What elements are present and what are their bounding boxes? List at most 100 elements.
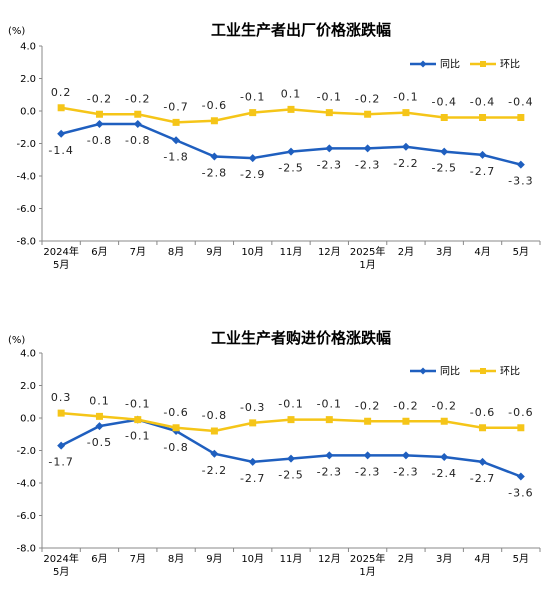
x-tick-label: 7月 [130,553,146,565]
data-label: -0.2 [393,399,418,412]
data-label: 0.1 [281,87,302,100]
data-point [57,104,65,112]
x-tick-label: 1月 [359,259,375,271]
data-label: -0.4 [431,96,456,109]
x-tick-label: 10月 [241,246,264,258]
data-label: -0.2 [125,92,150,105]
x-tick-label: 1月 [359,566,375,578]
data-label: 0.2 [51,86,72,99]
data-label: -0.3 [240,401,265,414]
y-axis-unit: (%) [8,335,25,346]
data-point [401,142,410,151]
x-tick-label: 2024年 [43,552,78,565]
data-label: -0.1 [317,398,342,411]
chart-title: 工业生产者出厂价格涨跌幅 [211,21,391,39]
y-tick-label: -8.0 [16,544,36,555]
data-label: -1.4 [48,144,73,157]
data-point [95,412,103,420]
x-tick-label: 2025年 [350,245,385,258]
data-label: -2.7 [470,472,495,485]
data-label: -0.4 [470,96,495,109]
data-point [479,424,487,432]
data-point [95,422,104,431]
data-label: -2.3 [317,465,342,478]
legend: 同比 环比 [410,366,520,378]
y-tick-label: -8.0 [16,237,36,248]
data-point [363,451,372,460]
data-point [402,109,410,117]
legend-marker [480,61,486,67]
y-axis-unit: (%) [8,26,25,37]
data-label: -0.6 [508,406,533,419]
y-tick-label: 2.0 [20,381,36,392]
data-point [287,416,295,424]
data-label: -0.8 [87,134,112,147]
x-tick-label: 10月 [241,553,264,565]
series-yoy: -1.7 -0.5 -0.1 -0.8 -2.2 -2.7 -2.5 -2.3 -2.3 -2.3… [48,415,533,500]
x-tick-label: 9月 [206,553,222,565]
x-tick-label: 3月 [436,553,452,565]
data-point [478,150,487,159]
x-tick-label: 2月 [398,246,414,258]
x-tick-label: 5月 [513,246,529,258]
legend: 同比 环比 [410,59,520,71]
data-label: -1.8 [163,150,188,163]
data-point [57,409,65,417]
x-tick-label: 2025年 [350,552,385,565]
y-tick-label: -2.0 [16,139,36,150]
x-tick-label: 6月 [91,553,107,565]
data-label: -2.8 [202,167,227,180]
y-tick-label: 0.0 [20,107,36,118]
x-tick-label: 7月 [130,246,146,258]
x-tick-label: 4月 [474,553,490,565]
y-tick-label: -6.0 [16,204,36,215]
data-label: -2.7 [470,165,495,178]
data-point [478,457,487,466]
x-tick-label: 11月 [280,246,303,258]
data-point [172,118,180,126]
y-tick-label: 0.0 [20,414,36,425]
data-label: -0.5 [87,436,112,449]
x-tick-label: 5月 [513,553,529,565]
x-tick-label: 3月 [436,246,452,258]
data-label: -0.8 [125,134,150,147]
data-point [57,441,66,450]
y-tick-label: -4.0 [16,172,36,183]
data-label: 0.1 [89,394,110,407]
data-label: -0.1 [240,91,265,104]
legend-label: 环比 [500,366,520,378]
chart-panel-2: 工业生产者购进价格涨跌幅 (%) 4.0 2.0 0.0 -2.0 -4.0 -6.0 -8.0… [8,329,541,578]
x-tick-label: 5月 [53,259,69,271]
legend-marker [480,368,486,374]
x-tick-label: 11月 [280,553,303,565]
data-point [133,120,142,128]
data-point [210,427,218,435]
data-point [325,416,333,424]
data-label: -0.1 [317,91,342,104]
data-label: -2.2 [393,157,418,170]
data-point [402,417,410,425]
data-point [57,129,66,138]
data-point [401,451,410,460]
data-label: 0.3 [51,391,72,404]
data-point [249,419,257,427]
data-point [440,453,449,461]
legend-label: 环比 [500,59,520,71]
legend-marker [419,367,427,375]
data-point [440,114,448,121]
x-tick-label: 5月 [53,566,69,578]
data-label: -0.1 [393,91,418,104]
data-point [364,417,372,425]
data-point [287,147,295,156]
data-label: -0.1 [125,398,150,411]
data-label: -0.2 [355,399,380,412]
data-point [325,451,334,460]
data-point [95,110,103,118]
x-tick-label: 12月 [318,553,341,565]
data-label: -3.6 [508,487,533,500]
data-label: -2.5 [278,469,303,482]
y-tick-label: 4.0 [20,42,36,53]
data-point [95,120,104,128]
data-point [516,472,525,481]
data-label: -0.1 [125,430,150,443]
